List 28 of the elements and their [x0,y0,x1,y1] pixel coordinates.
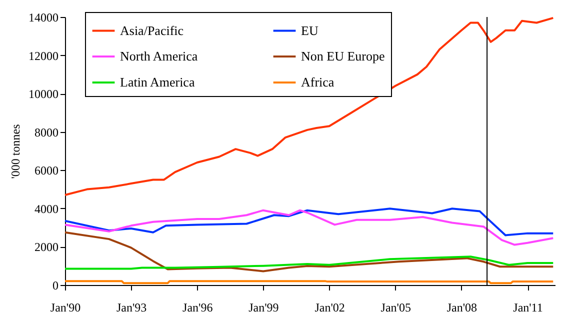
legend-label: EU [301,22,319,38]
x-tick-label: Jan'02 [314,300,345,314]
legend-label: North America [120,48,198,64]
line-series [64,208,554,236]
legend-label: Africa [301,74,334,90]
y-tick-label: 2000 [34,240,58,254]
y-tick-label: 14000 [28,10,58,24]
x-tick-label: Jan'05 [380,300,411,314]
x-tick-label: Jan'93 [116,300,147,314]
x-tick-label: Jan'08 [446,300,477,314]
legend-label: Asia/Pacific [120,22,184,38]
x-tick-label: Jan'99 [248,300,279,314]
y-tick-label: 0 [52,278,58,292]
x-tick-label: Jan'90 [50,300,81,314]
legend-label: Latin America [120,74,195,90]
line-series [64,231,554,272]
x-tick-label: Jan'11 [513,300,543,314]
line-series [64,16,554,196]
y-axis-title: '000 tonnes [8,124,22,179]
y-tick-label: 10000 [28,87,58,102]
y-tick-label: 4000 [34,202,58,216]
x-tick-label: Jan'96 [182,300,213,314]
y-tick-label: 8000 [34,125,58,140]
y-tick-label: 6000 [34,164,58,178]
line-series [64,256,554,270]
line-series [64,209,554,246]
y-tick-label: 12000 [28,48,58,63]
legend-label: Non EU Europe [301,48,385,64]
